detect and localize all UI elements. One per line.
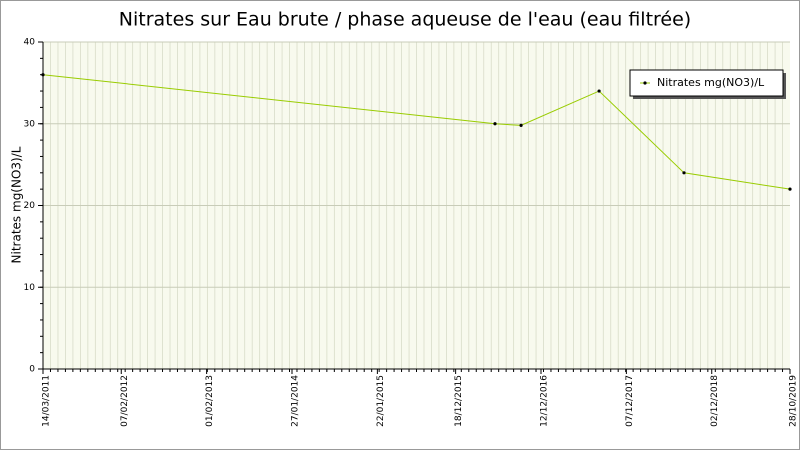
y-tick-label: 0 xyxy=(29,365,35,375)
x-tick-label: 01/02/2013 xyxy=(205,375,215,427)
point xyxy=(41,73,45,77)
y-tick-label: 20 xyxy=(24,201,36,211)
x-tick-label: 07/12/2017 xyxy=(625,375,635,427)
x-tick-label: 12/12/2016 xyxy=(540,375,550,427)
legend-label: Nitrates mg(NO3)/L xyxy=(657,76,765,89)
y-tick-label: 10 xyxy=(24,283,36,293)
y-tick-label: 40 xyxy=(24,38,36,48)
x-tick-label: 07/02/2012 xyxy=(120,375,130,427)
point xyxy=(682,171,686,175)
x-tick-label: 02/12/2018 xyxy=(710,375,720,427)
x-tick-label: 14/03/2011 xyxy=(42,375,52,427)
chart-title: Nitrates sur Eau brute / phase aqueuse d… xyxy=(119,9,691,31)
point xyxy=(788,187,792,191)
x-tick-label: 27/01/2014 xyxy=(291,375,301,427)
y-tick-label: 30 xyxy=(24,119,36,129)
x-tick-label: 18/12/2015 xyxy=(454,375,464,427)
legend-box xyxy=(629,69,784,97)
x-tick-label: 28/10/2019 xyxy=(789,375,799,427)
y-axis-label: Nitrates mg(NO3)/L xyxy=(10,146,24,263)
point xyxy=(519,123,523,127)
series-line xyxy=(42,74,791,190)
point xyxy=(597,89,601,93)
x-tick-label: 22/01/2015 xyxy=(376,375,386,427)
point xyxy=(493,122,497,126)
legend-marker xyxy=(643,81,647,85)
